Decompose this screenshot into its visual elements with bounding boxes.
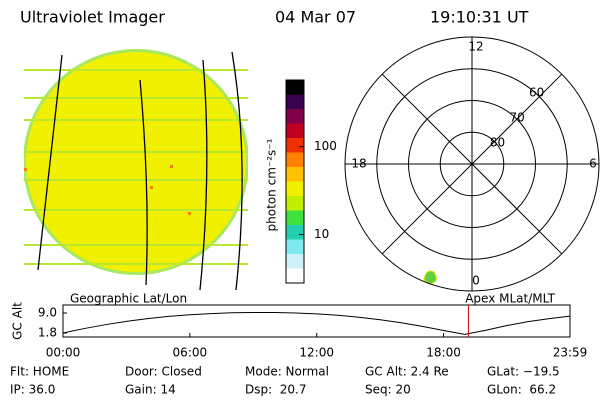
status-field: GC Alt: 2.4 Re <box>365 365 449 379</box>
colorbar-label: photon cm⁻²s⁻¹ <box>265 138 279 231</box>
colorbar-swatch <box>286 94 304 110</box>
colorbar-swatch <box>286 196 304 211</box>
colorbar-swatch <box>286 239 304 255</box>
polar-spoke <box>381 73 563 255</box>
colorbar-swatch <box>286 268 304 284</box>
x-tick-label: 18:00 <box>426 346 461 360</box>
colorbar-swatch <box>286 138 304 153</box>
polar-ring-label: 80 <box>490 135 505 149</box>
alt-line <box>62 311 571 335</box>
instrument: Ultraviolet Imager <box>20 8 165 27</box>
polar-mlt-label: 18 <box>351 157 366 171</box>
apex-label: Apex MLat/MLT <box>465 292 555 306</box>
alt-frame <box>62 304 571 338</box>
status-field: IP: 36.0 <box>10 383 55 397</box>
status-field: Mode: Normal <box>245 365 329 379</box>
colorbar-swatch <box>286 109 304 124</box>
polar-mlt-label: 12 <box>468 40 483 54</box>
status-field: Gain: 14 <box>125 383 176 397</box>
polar-blob <box>423 270 437 285</box>
colorbar-frame <box>285 79 305 284</box>
colorbar-swatch <box>286 254 304 269</box>
status-field: GLon: 66.2 <box>487 383 556 397</box>
status-field: Flt: HOME <box>10 365 69 379</box>
x-tick-label: 12:00 <box>299 346 334 360</box>
colorbar-swatch <box>286 210 304 226</box>
x-tick-label: 06:00 <box>173 346 208 360</box>
polar-ring-label: 60 <box>529 85 544 99</box>
date: 04 Mar 07 <box>275 8 356 27</box>
uv-image <box>24 49 248 290</box>
polar-mlt-label: 0 <box>472 274 480 288</box>
colorbar-swatch <box>286 152 304 168</box>
colorbar-swatch <box>286 181 304 197</box>
x-tick-label: 23:59 <box>553 346 588 360</box>
colorbar-swatch <box>286 80 304 95</box>
y-tick-label: 9.0 <box>38 306 57 320</box>
status-field: GLat: −19.5 <box>487 365 560 379</box>
colorbar-swatch <box>286 123 304 139</box>
colorbar-swatch <box>286 225 304 240</box>
time: 19:10:31 UT <box>430 8 529 27</box>
polar-ring-label: 70 <box>509 110 524 124</box>
colorbar-swatch <box>286 167 304 182</box>
alt-label: GC Alt <box>11 302 25 340</box>
x-tick-label: 00:00 <box>46 346 81 360</box>
y-tick-label: 1.8 <box>38 326 57 340</box>
status-field: Seq: 20 <box>365 383 411 397</box>
colorbar-tick-label: 100 <box>314 139 337 153</box>
status-field: Dsp: 20.7 <box>245 383 307 397</box>
status-field: Door: Closed <box>125 365 202 379</box>
colorbar-tick-label: 10 <box>314 227 329 241</box>
polar-mlt-label: 6 <box>589 157 597 171</box>
geo-label: Geographic Lat/Lon <box>70 292 187 306</box>
